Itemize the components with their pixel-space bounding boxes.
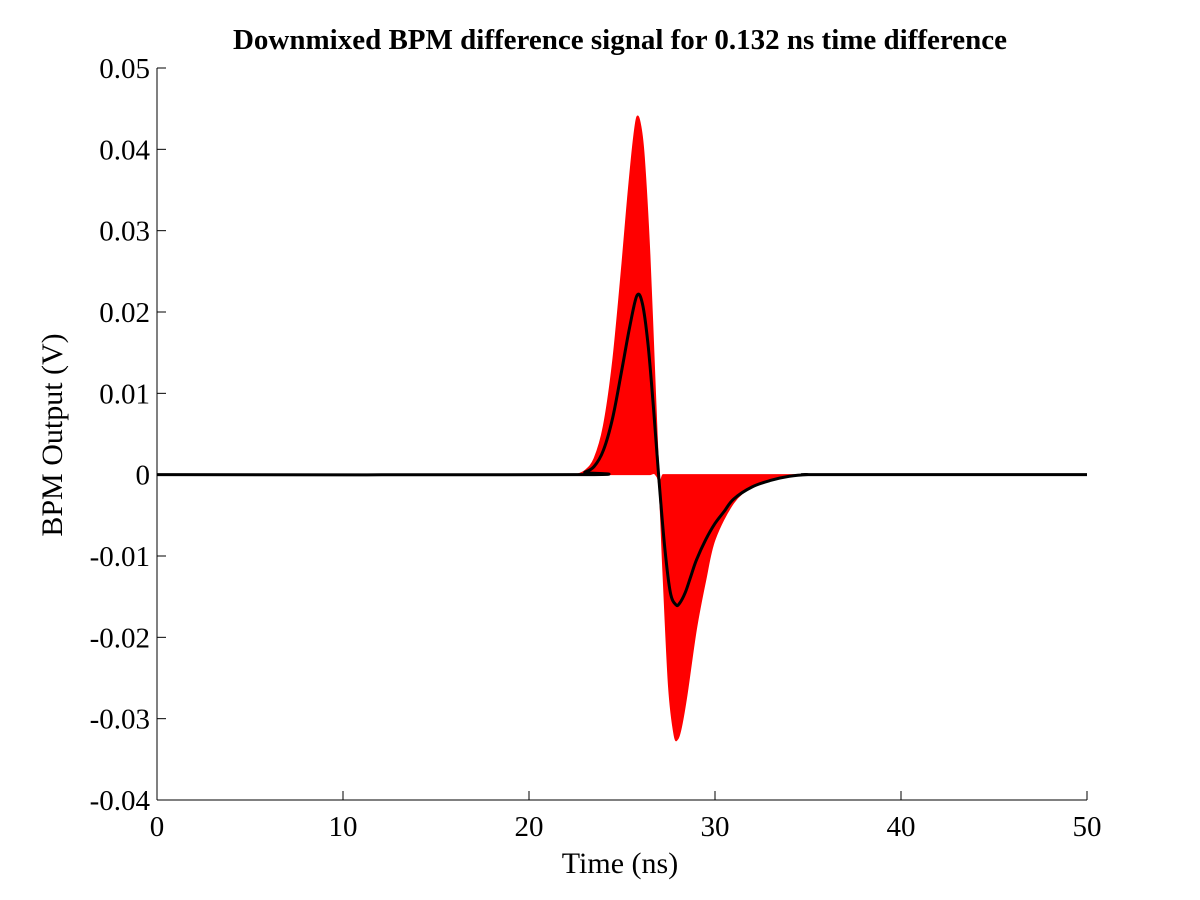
x-tick-label: 30 (701, 811, 730, 843)
x-tick-label: 50 (1073, 811, 1102, 843)
y-tick-label: -0.02 (90, 622, 150, 654)
y-axis-label: BPM Output (V) (36, 333, 69, 536)
y-tick-label: -0.04 (90, 785, 151, 817)
y-tick-label: 0.02 (99, 297, 150, 329)
y-tick-label: 0 (136, 460, 151, 492)
y-tick-label: 0.04 (99, 134, 150, 166)
y-tick-label: 0.01 (99, 378, 150, 410)
y-tick-label: 0.03 (99, 216, 150, 248)
x-axis-label: Time (ns) (562, 847, 678, 880)
x-tick-label: 10 (329, 811, 358, 843)
x-tick-label: 0 (150, 811, 165, 843)
chart-title: Downmixed BPM difference signal for 0.13… (233, 24, 1007, 56)
y-tick-label: 0.05 (99, 53, 150, 85)
x-tick-label: 40 (887, 811, 916, 843)
x-tick-label: 20 (515, 811, 544, 843)
signal-envelope-fill (575, 115, 827, 742)
y-tick-label: -0.03 (90, 704, 150, 736)
signal-line (156, 292, 1087, 608)
plot-area (156, 115, 1087, 742)
axes: 0 10 20 30 40 50 0.05 0.04 0.03 0.02 0.01 0 -0.01 -0.… (90, 53, 1102, 843)
y-tick-label: -0.01 (90, 541, 150, 573)
